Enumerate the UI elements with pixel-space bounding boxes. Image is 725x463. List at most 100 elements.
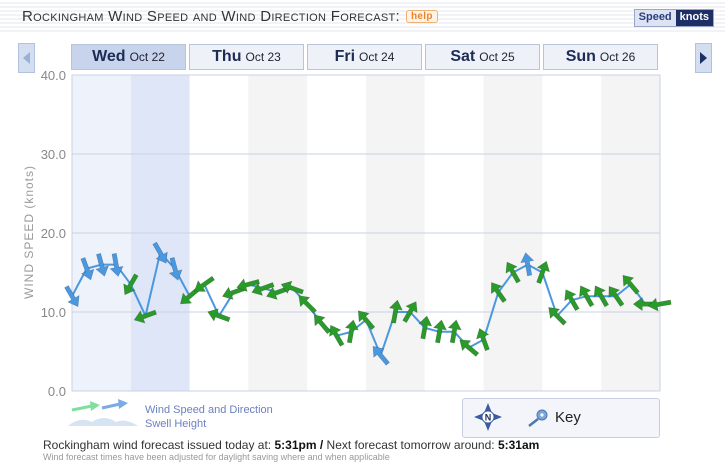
y-tick-label: 0.0 xyxy=(48,384,66,399)
key-label: Key xyxy=(555,409,581,426)
wind-arrow xyxy=(109,253,124,277)
wind-arrow xyxy=(152,241,168,264)
forecast-issued-info: Rockingham wind forecast issued today at… xyxy=(43,438,539,452)
day-band-first-half xyxy=(189,75,249,391)
wind-arrow xyxy=(548,307,567,326)
wind-arrow-shape xyxy=(123,273,139,296)
tab-wed[interactable]: Wed Oct 22 xyxy=(71,44,186,70)
legend: Wind Speed and Direction Swell Height xyxy=(66,396,296,432)
tab-date: Oct 24 xyxy=(359,50,395,64)
page-title: Rockingham Wind Speed and Wind Direction… xyxy=(22,8,438,25)
wind-arrow-shape xyxy=(564,289,580,312)
wind-arrow xyxy=(266,286,290,300)
help-button[interactable]: help xyxy=(405,10,438,23)
wind-arrow-shape xyxy=(579,285,595,308)
wind-arrow xyxy=(608,285,625,307)
wind-arrow-shape xyxy=(168,257,183,281)
day-band-first-half xyxy=(542,75,602,391)
wind-arrow-shape xyxy=(388,299,403,324)
wind-arrow xyxy=(372,345,390,366)
tab-date: Oct 23 xyxy=(245,50,281,64)
tab-date: Oct 22 xyxy=(129,50,165,64)
issued-prefix: Rockingham wind forecast issued today at… xyxy=(43,438,272,452)
wind-arrow xyxy=(505,261,521,284)
compass-letter: N xyxy=(485,413,492,423)
day-band-first-half xyxy=(72,75,131,391)
wind-arrow-shape xyxy=(266,286,290,300)
tab-thu[interactable]: Thu Oct 23 xyxy=(189,44,304,70)
wind-arrow xyxy=(298,295,317,314)
tab-sat[interactable]: Sat Oct 25 xyxy=(425,44,540,70)
wind-arrow-shape xyxy=(476,327,490,352)
y-tick-label: 20.0 xyxy=(41,226,66,241)
wind-arrow-shape xyxy=(548,307,567,326)
wind-arrow-shape xyxy=(133,309,157,324)
wind-arrow xyxy=(344,319,359,344)
wind-arrow-shape xyxy=(280,280,304,295)
wind-arrow xyxy=(123,273,139,296)
tab-dow: Sat xyxy=(450,48,476,65)
day-bands xyxy=(71,74,661,392)
wind-arrow-shape xyxy=(490,282,507,303)
wind-arrow xyxy=(280,280,304,295)
tab-dow: Thu xyxy=(212,48,242,65)
wind-arrow xyxy=(564,289,580,312)
tab-dow: Wed xyxy=(92,48,126,65)
wind-arrow xyxy=(80,257,95,281)
wind-arrow-shape xyxy=(180,287,200,305)
wind-arrow xyxy=(490,282,507,303)
wind-arrow xyxy=(64,285,80,308)
key-icon xyxy=(528,409,548,427)
legend-wind-label: Wind Speed and Direction xyxy=(145,404,273,416)
issued-time: 5:31pm xyxy=(274,438,317,452)
wind-arrow-shape xyxy=(64,285,80,308)
tab-sun[interactable]: Sun Oct 26 xyxy=(543,44,658,70)
wind-arrow xyxy=(95,253,109,277)
y-tick-label: 40.0 xyxy=(41,68,66,83)
wind-arrow-shape xyxy=(459,339,480,357)
wind-arrow xyxy=(313,314,332,335)
wind-arrow xyxy=(357,310,376,331)
wind-arrow xyxy=(236,278,260,292)
plot-border xyxy=(71,74,661,392)
wind-arrow xyxy=(593,285,610,308)
day-band-second-half xyxy=(483,75,543,391)
unit-value[interactable]: knots xyxy=(675,10,713,26)
wind-arrow xyxy=(207,308,231,323)
wind-arrow-shape xyxy=(520,252,535,277)
wind-arrow xyxy=(579,285,595,308)
wind-arrow-shape xyxy=(80,257,95,281)
chevron-left-icon xyxy=(23,52,30,64)
separator: / xyxy=(319,438,324,452)
day-band-second-half xyxy=(248,75,308,391)
tab-fri[interactable]: Fri Oct 24 xyxy=(307,44,422,70)
wind-arrow-shape xyxy=(152,241,168,264)
y-tick-label: 30.0 xyxy=(41,147,66,162)
y-tick-label: 10.0 xyxy=(41,305,66,320)
title-text: Rockingham Wind Speed and Wind Direction… xyxy=(22,8,400,25)
wind-speed-line xyxy=(71,250,660,359)
wind-arrow xyxy=(432,319,447,344)
wind-arrow-shape xyxy=(632,297,657,312)
wind-arrow-shape xyxy=(251,282,275,296)
tab-dow: Sun xyxy=(565,48,596,65)
unit-toggle[interactable]: Speed knots xyxy=(633,9,714,27)
prev-day-arrow[interactable] xyxy=(18,43,35,73)
next-day-arrow[interactable] xyxy=(695,43,712,73)
wind-arrow xyxy=(133,309,157,324)
wind-arrow-shape xyxy=(194,275,215,292)
next-time: 5:31am xyxy=(497,438,540,452)
wind-arrow xyxy=(418,315,433,340)
wind-arrow-shape xyxy=(221,286,246,300)
wind-arrow-shape xyxy=(329,324,345,347)
wind-arrow xyxy=(476,327,490,352)
wind-arrows xyxy=(64,241,672,366)
title-bar xyxy=(0,0,725,34)
key-button[interactable]: N Key xyxy=(462,398,660,438)
wind-arrow-shape xyxy=(432,319,447,344)
wind-arrow-shape xyxy=(95,253,109,277)
unit-label: Speed xyxy=(634,10,676,26)
day-band-second-half xyxy=(130,75,190,391)
wind-arrow xyxy=(194,275,215,292)
wind-arrow xyxy=(329,324,345,347)
